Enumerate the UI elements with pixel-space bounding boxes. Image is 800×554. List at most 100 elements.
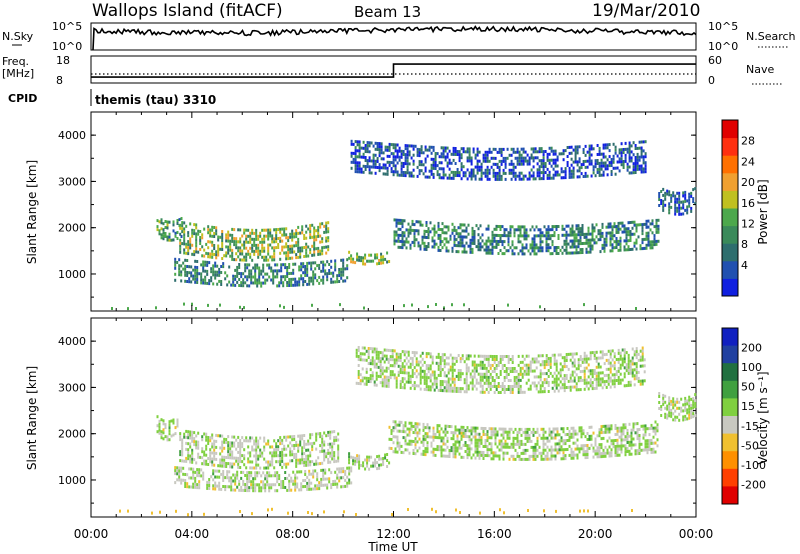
heatmap-cell — [490, 451, 493, 455]
heatmap-cell — [388, 446, 391, 450]
heatmap-cell — [488, 177, 491, 181]
heatmap-cell — [215, 445, 218, 449]
heatmap-cell — [320, 278, 323, 282]
heatmap-cell — [368, 253, 371, 257]
heatmap-cell — [533, 384, 536, 388]
heatmap-cell — [371, 371, 374, 375]
heatmap-cell — [509, 370, 512, 373]
heatmap-cell — [632, 153, 635, 157]
heatmap-cell — [633, 374, 636, 378]
heatmap-cell — [564, 170, 567, 174]
heatmap-cell — [633, 353, 636, 357]
heatmap-cell — [382, 457, 385, 460]
heatmap-cell — [425, 248, 428, 251]
heatmap-cell — [517, 237, 520, 241]
heatmap-cell — [609, 237, 612, 241]
heatmap-cell — [502, 159, 505, 163]
heatmap-cell — [401, 225, 404, 229]
heatmap-cell — [459, 387, 462, 391]
heatmap-cell — [480, 426, 483, 430]
heatmap-cell — [496, 174, 499, 178]
heatmap-cell — [535, 246, 538, 250]
heatmap-cell — [233, 258, 236, 262]
heatmap-cell — [525, 366, 528, 370]
heatmap-cell — [407, 371, 410, 375]
heatmap-cell — [208, 282, 211, 286]
heatmap-cell — [211, 249, 214, 253]
heatmap-cell — [475, 245, 478, 249]
heatmap-cell — [303, 464, 306, 467]
heatmap-cell — [475, 378, 478, 382]
heatmap-cell — [268, 275, 271, 279]
heatmap-cell — [575, 367, 578, 371]
heatmap-cell — [566, 161, 569, 164]
heatmap-cell — [200, 281, 203, 285]
heatmap-cell — [297, 446, 300, 450]
heatmap-cell — [253, 243, 256, 247]
heatmap-cell — [194, 268, 197, 272]
heatmap-cell — [613, 355, 616, 359]
heatmap-cell — [514, 156, 517, 160]
heatmap-cell — [374, 141, 377, 145]
heatmap-cell — [197, 229, 200, 233]
heatmap-cell — [371, 347, 374, 351]
heatmap-cell — [558, 152, 561, 156]
heatmap-cell — [268, 471, 271, 475]
heatmap-cell — [641, 358, 644, 362]
heatmap-cell — [261, 228, 264, 232]
heatmap-cell — [403, 365, 406, 369]
heatmap-cell — [573, 236, 576, 240]
heatmap-cell — [287, 239, 290, 243]
heatmap-cell — [179, 453, 182, 457]
heatmap-cell — [389, 370, 392, 374]
heatmap-cell — [458, 159, 461, 163]
heatmap-cell — [538, 171, 541, 175]
heatmap-cell — [184, 273, 187, 277]
heatmap-cell — [243, 255, 246, 259]
heatmap-cell — [352, 151, 355, 155]
heatmap-cell — [625, 233, 628, 237]
heatmap-cell — [420, 440, 423, 444]
heatmap-cell — [534, 177, 537, 181]
heatmap-cell — [411, 372, 414, 375]
heatmap-cell — [523, 363, 526, 367]
heatmap-cell — [692, 197, 695, 201]
heatmap-cell — [415, 351, 418, 355]
heatmap-cell — [250, 272, 253, 276]
heatmap-cell — [440, 152, 443, 156]
heatmap-cell — [220, 265, 223, 268]
heatmap-cell — [211, 433, 214, 437]
heatmap-cell — [400, 450, 403, 454]
heatmap-cell — [193, 232, 196, 236]
heatmap-cell — [551, 252, 554, 256]
heatmap-cell — [452, 449, 455, 453]
heatmap-cell — [222, 265, 225, 269]
heatmap-cell — [357, 382, 360, 385]
heatmap-cell — [511, 225, 514, 229]
heatmap-cell — [491, 251, 494, 255]
heatmap-cell — [569, 385, 572, 389]
heatmap-cell — [285, 438, 288, 442]
heatmap-cell — [179, 226, 182, 230]
heatmap-cell — [232, 280, 235, 284]
heatmap-cell — [297, 434, 300, 438]
heatmap-cell — [546, 152, 549, 156]
heatmap-cell — [324, 477, 327, 481]
heatmap-cell — [160, 227, 163, 231]
heatmap-cell — [678, 194, 681, 198]
heatmap-cell — [267, 243, 270, 247]
heatmap-cell — [608, 155, 611, 159]
heatmap-cell — [277, 246, 280, 249]
heatmap-cell — [662, 187, 665, 191]
heatmap-cell — [583, 357, 586, 361]
heatmap-cell — [215, 253, 218, 257]
heatmap-cell — [403, 240, 406, 244]
heatmap-cell — [493, 379, 496, 382]
heatmap-cell — [290, 476, 293, 480]
heatmap-cell — [613, 382, 616, 386]
heatmap-cell — [403, 231, 406, 235]
heatmap-cell — [542, 159, 545, 163]
heatmap-cell — [433, 233, 436, 237]
heatmap-cell — [641, 232, 644, 236]
